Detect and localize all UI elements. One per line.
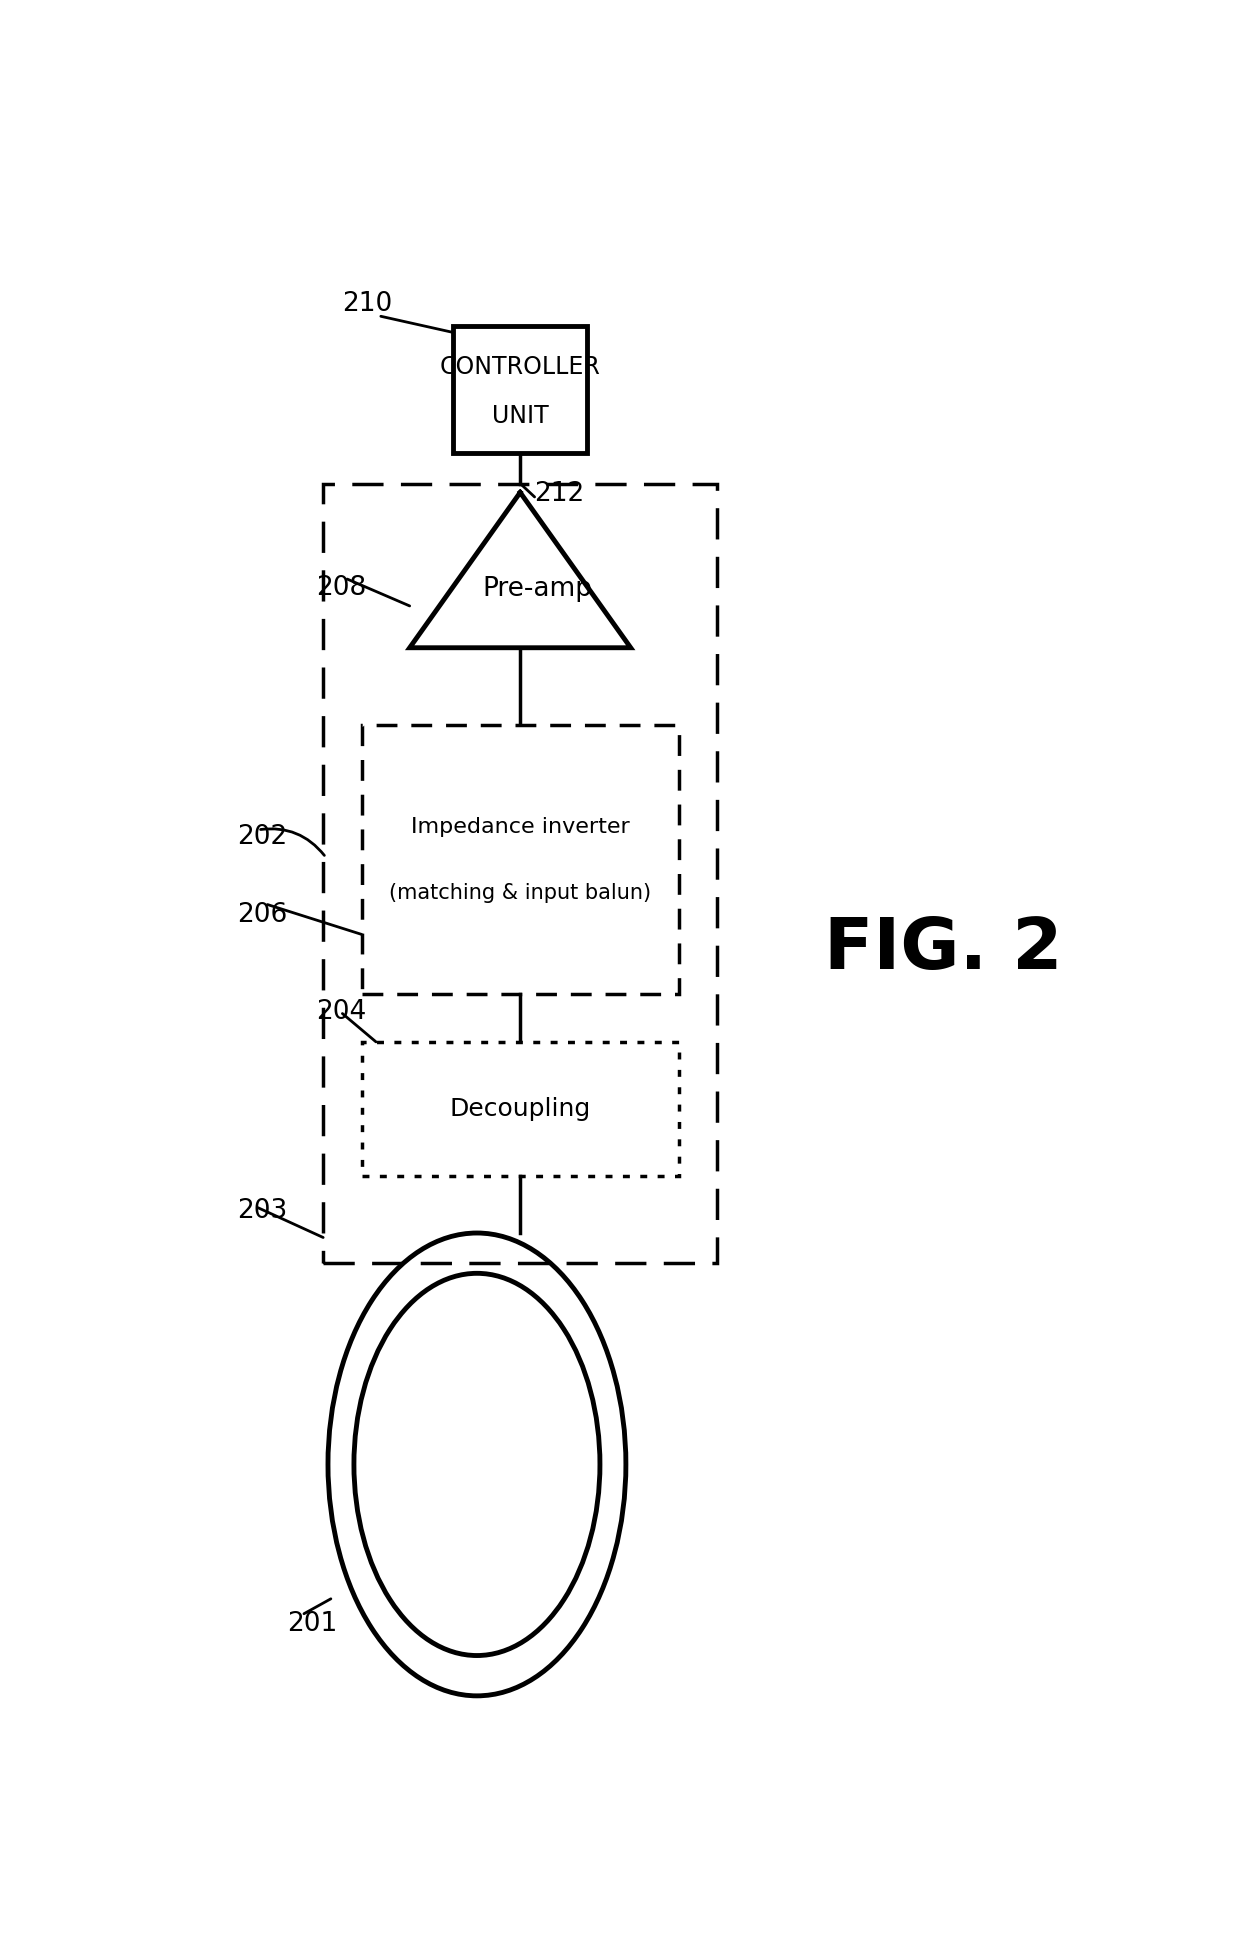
Bar: [324, 483, 717, 1262]
Polygon shape: [409, 493, 631, 648]
Bar: [362, 1041, 678, 1177]
Text: 203: 203: [237, 1198, 286, 1224]
FancyArrowPatch shape: [260, 828, 325, 855]
Text: 212: 212: [534, 481, 585, 506]
Text: 210: 210: [342, 291, 393, 318]
Text: UNIT: UNIT: [492, 405, 548, 429]
Text: Pre-amp: Pre-amp: [482, 576, 593, 601]
Text: Decoupling: Decoupling: [450, 1097, 590, 1121]
Bar: [453, 326, 588, 454]
Text: (matching & input balun): (matching & input balun): [389, 882, 651, 902]
Text: 204: 204: [316, 999, 367, 1026]
Text: Impedance inverter: Impedance inverter: [410, 816, 630, 838]
Text: 202: 202: [237, 824, 286, 851]
Text: 201: 201: [288, 1611, 337, 1637]
Text: 206: 206: [237, 902, 286, 929]
Text: FIG. 2: FIG. 2: [823, 915, 1063, 983]
Bar: [362, 725, 678, 995]
Text: 208: 208: [316, 576, 367, 601]
Text: CONTROLLER: CONTROLLER: [440, 355, 600, 378]
